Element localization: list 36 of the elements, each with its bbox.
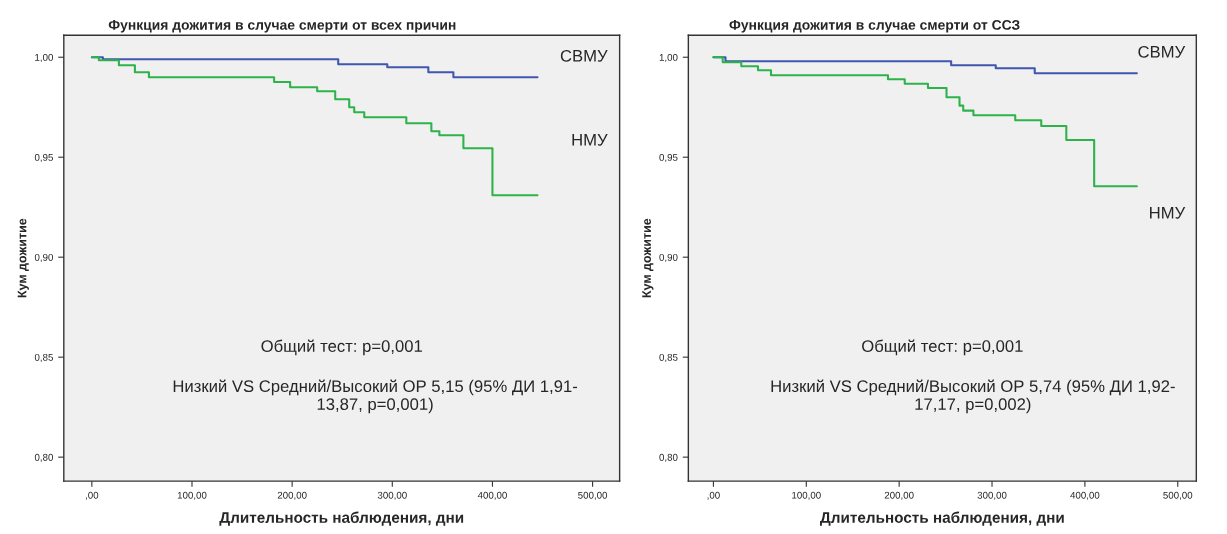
y-axis-title: Кум дожитие [17, 218, 29, 298]
x-tick-label: 300,00 [377, 491, 407, 500]
annotation: Общий тест: p=0,001 [261, 339, 422, 356]
x-axis-title: Длительность наблюдения, дни [219, 511, 464, 526]
chart-title: Функция дожития в случае смерти от ССЗ [729, 19, 1020, 33]
y-tick-label: 0,90 [659, 253, 678, 262]
y-tick-label: 0,90 [34, 253, 54, 262]
x-tick-label: 200,00 [884, 491, 914, 500]
x-tick-label: ,00 [85, 491, 99, 500]
y-tick-label: 1,00 [35, 53, 54, 63]
y-axis-title: Кум дожитие [642, 218, 654, 298]
x-axis-title: Длительность наблюдения, дни [820, 511, 1064, 526]
series-label: СВМУ [560, 49, 608, 62]
x-tick-label: ,00 [707, 491, 720, 500]
x-tick-label: 100,00 [177, 491, 207, 500]
y-tick-label: 0,95 [659, 153, 678, 162]
x-tick-label: 100,00 [792, 491, 821, 500]
chart-title: Функция дожития в случае смерти от всех причин [108, 20, 456, 33]
annotation: Общий тест: p=0,001 [862, 339, 1023, 356]
x-tick-label: 200,00 [277, 491, 307, 500]
y-tick-label: 0,80 [659, 453, 678, 462]
annotation: Низкий VS Средний/Высокий ОР 5,15 (95% ДИ 1,91- 13,87, p=0,001) [173, 379, 578, 414]
series-label: СВМУ [1138, 45, 1186, 58]
y-tick-label: 1,00 [659, 53, 678, 63]
series-label: НМУ [1150, 207, 1186, 219]
y-tick-label: 0,85 [659, 353, 678, 362]
x-tick-label: 400,00 [477, 491, 507, 500]
y-tick-label: 0,80 [34, 453, 54, 462]
x-tick-label: 500,00 [1163, 491, 1193, 500]
x-tick-label: 400,00 [1070, 491, 1100, 500]
annotation: Низкий VS Средний/Высокий ОР 5,74 (95% ДИ 1,92- 17,17, p=0,002) [771, 379, 1175, 414]
x-tick-label: 500,00 [578, 491, 608, 500]
y-tick-label: 0,85 [34, 353, 53, 362]
text: НМУ [572, 134, 608, 146]
x-tick-label: 300,00 [977, 491, 1007, 500]
y-tick-label: 0,95 [34, 153, 53, 162]
